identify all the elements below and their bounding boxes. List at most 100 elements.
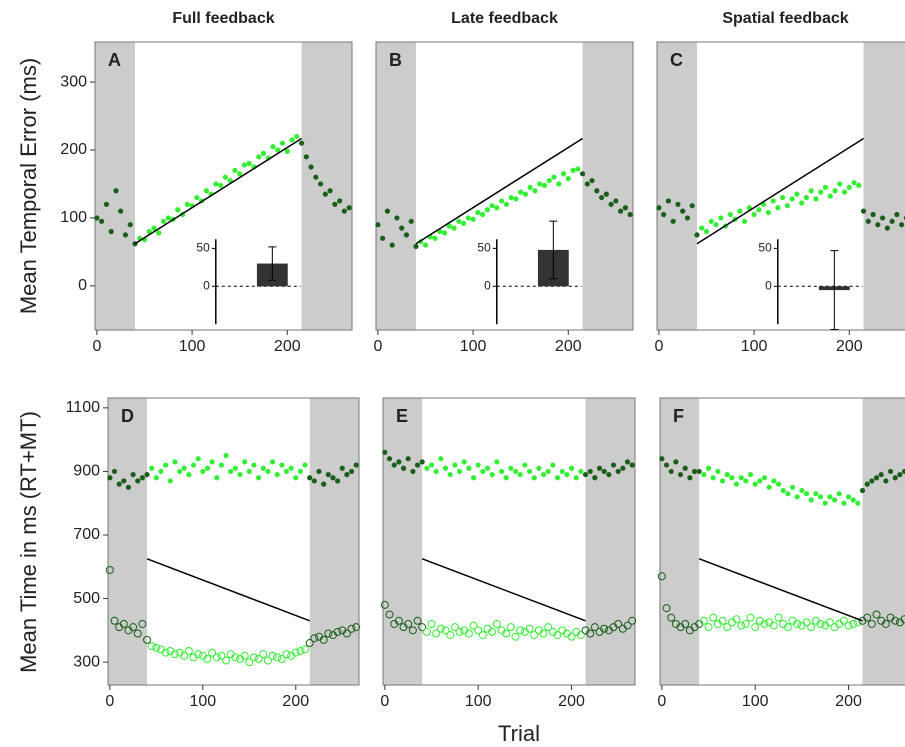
data-point bbox=[375, 222, 381, 228]
data-point bbox=[125, 484, 132, 490]
data-point bbox=[165, 215, 171, 221]
x-tick-label: 100 bbox=[179, 338, 206, 355]
data-point bbox=[418, 623, 427, 632]
data-point bbox=[232, 465, 238, 471]
data-point bbox=[727, 211, 733, 218]
data-point bbox=[302, 462, 308, 468]
data-point bbox=[875, 222, 881, 228]
data-point bbox=[382, 449, 388, 455]
data-point bbox=[600, 624, 609, 633]
data-point bbox=[610, 462, 617, 468]
data-point bbox=[447, 471, 453, 478]
data-point bbox=[546, 177, 552, 184]
data-point bbox=[143, 635, 152, 644]
data-point bbox=[760, 619, 769, 628]
data-point bbox=[160, 218, 167, 224]
data-point bbox=[203, 654, 212, 663]
data-point bbox=[484, 207, 490, 213]
data-point bbox=[335, 478, 341, 484]
data-point bbox=[860, 208, 867, 214]
data-point bbox=[139, 475, 145, 481]
data-point bbox=[540, 471, 547, 478]
data-point bbox=[564, 471, 570, 478]
data-point bbox=[899, 222, 905, 228]
data-point bbox=[494, 205, 500, 211]
data-point bbox=[873, 475, 880, 481]
data-point bbox=[841, 500, 847, 506]
trend-line bbox=[698, 558, 863, 622]
data-point bbox=[389, 242, 395, 248]
data-point bbox=[785, 491, 791, 497]
data-point bbox=[208, 648, 217, 657]
shaded-region bbox=[309, 398, 359, 685]
data-point bbox=[575, 166, 581, 172]
data-point bbox=[413, 243, 419, 250]
x-tick-label: 100 bbox=[460, 338, 487, 355]
data-point bbox=[699, 225, 705, 231]
data-point bbox=[260, 465, 266, 471]
data-point bbox=[111, 468, 118, 475]
data-point bbox=[446, 631, 455, 640]
data-point bbox=[746, 613, 755, 622]
data-point bbox=[297, 468, 304, 475]
data-point bbox=[122, 232, 129, 238]
data-point bbox=[799, 200, 805, 206]
column-title: Late feedback bbox=[451, 10, 558, 27]
data-point bbox=[718, 616, 727, 625]
data-point bbox=[348, 468, 355, 475]
x-tick-label: 0 bbox=[373, 338, 382, 355]
shaded-region bbox=[660, 398, 700, 685]
data-point bbox=[275, 147, 281, 153]
data-point bbox=[470, 216, 476, 222]
data-point bbox=[608, 201, 614, 207]
data-point bbox=[424, 465, 430, 471]
inset-tick-label: 50 bbox=[196, 241, 210, 255]
data-point bbox=[766, 484, 772, 490]
shaded-region bbox=[108, 398, 148, 685]
data-point bbox=[789, 196, 795, 202]
panel-label: D bbox=[121, 406, 134, 426]
data-point bbox=[494, 459, 500, 465]
data-point bbox=[816, 619, 825, 628]
data-point bbox=[738, 475, 744, 481]
data-point bbox=[527, 184, 533, 190]
data-point bbox=[774, 613, 783, 622]
data-point bbox=[565, 175, 571, 182]
x-tick-label: 100 bbox=[741, 338, 768, 355]
data-point bbox=[855, 500, 861, 506]
data-point bbox=[283, 468, 290, 475]
data-point bbox=[144, 471, 150, 478]
data-point bbox=[413, 616, 422, 625]
inset-tick-label: 50 bbox=[758, 241, 772, 255]
data-point bbox=[622, 205, 628, 211]
data-point bbox=[629, 462, 635, 468]
data-point bbox=[130, 471, 136, 478]
data-point bbox=[135, 478, 141, 484]
trend-line bbox=[696, 137, 864, 245]
shaded-region bbox=[376, 42, 416, 330]
data-point bbox=[541, 182, 548, 188]
data-point bbox=[432, 235, 438, 241]
data-point bbox=[475, 462, 481, 468]
data-point bbox=[269, 459, 276, 465]
data-point bbox=[708, 218, 714, 224]
data-point bbox=[511, 632, 520, 641]
data-point bbox=[488, 627, 497, 636]
data-point bbox=[464, 629, 473, 638]
data-point bbox=[592, 475, 598, 481]
data-point bbox=[579, 171, 586, 177]
data-point bbox=[673, 459, 679, 465]
data-point bbox=[190, 462, 197, 468]
inset-tick-label: 0 bbox=[765, 278, 772, 292]
shaded-region bbox=[301, 42, 352, 330]
trend-line bbox=[415, 137, 583, 245]
data-point bbox=[289, 137, 295, 143]
plot-border bbox=[656, 41, 905, 331]
data-point bbox=[723, 623, 732, 632]
data-point bbox=[99, 218, 105, 224]
data-point bbox=[596, 465, 603, 471]
data-point bbox=[879, 215, 886, 221]
x-tick-label: 200 bbox=[282, 693, 309, 710]
data-point bbox=[441, 626, 450, 635]
y-tick-label: 200 bbox=[60, 141, 87, 158]
